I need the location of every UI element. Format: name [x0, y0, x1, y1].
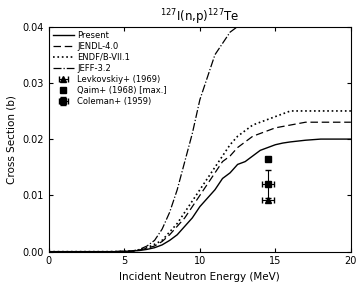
- Title: $^{127}$I(n,p)$^{127}$Te: $^{127}$I(n,p)$^{127}$Te: [160, 7, 240, 27]
- Y-axis label: Cross Section (b): Cross Section (b): [7, 95, 17, 184]
- Legend: Present, JENDL-4.0, ENDF/B-VII.1, JEFF-3.2, Levkovskiy+ (1969), Qaim+ (1968) [ma: Present, JENDL-4.0, ENDF/B-VII.1, JEFF-3…: [51, 29, 169, 108]
- X-axis label: Incident Neutron Energy (MeV): Incident Neutron Energy (MeV): [119, 272, 280, 282]
